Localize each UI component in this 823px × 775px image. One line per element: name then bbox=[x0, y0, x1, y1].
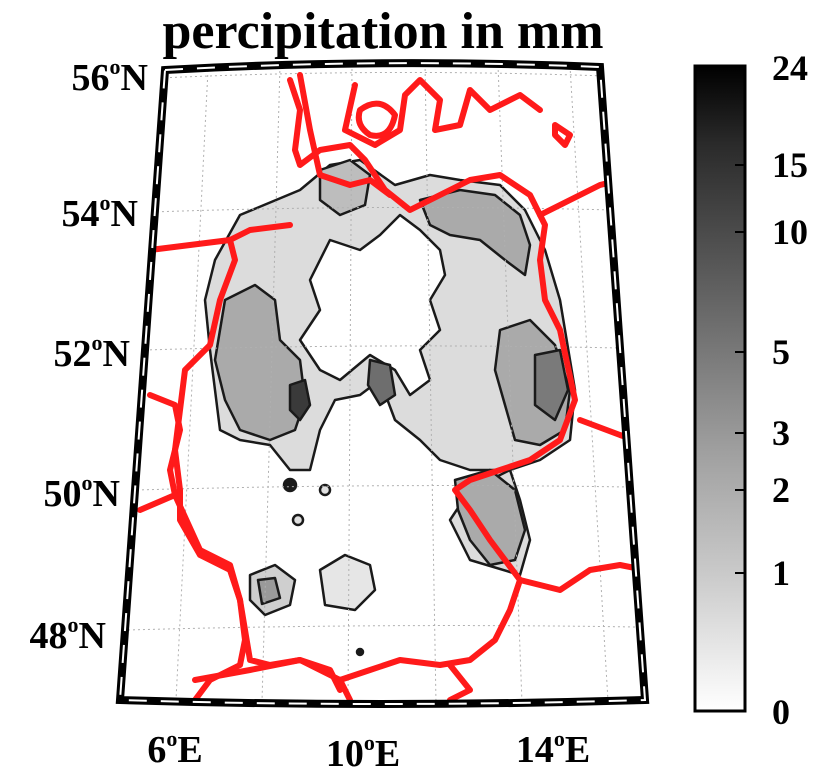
colorbar-label-0: 0 bbox=[772, 692, 790, 732]
colorbar-gradient bbox=[693, 64, 747, 713]
lat-label-50: 50oN bbox=[44, 470, 120, 515]
lon-label-10: 10oE bbox=[326, 730, 400, 775]
colorbar-label-1: 1 bbox=[772, 553, 790, 593]
graticule bbox=[127, 63, 637, 704]
precip-region-mid-north bbox=[318, 158, 372, 217]
precip-high-east bbox=[533, 348, 570, 422]
gridline-lon-12 bbox=[424, 63, 437, 704]
lon-label-14: 14oE bbox=[516, 726, 590, 771]
colorbar-label-3: 3 bbox=[772, 413, 790, 453]
border-north bbox=[297, 72, 393, 198]
map-title: percipitation in mm bbox=[162, 3, 603, 60]
lat-label-56: 56oN bbox=[72, 54, 148, 99]
gridline-lat-56 bbox=[159, 71, 606, 79]
gridline-lon-8 bbox=[261, 65, 281, 703]
lat-label-52: 52oN bbox=[54, 330, 130, 375]
lon-label-6: 6oE bbox=[147, 726, 202, 771]
lat-label-48: 48oN bbox=[30, 612, 106, 657]
precip-region-mid-south bbox=[453, 468, 527, 567]
colorbar-label-15: 15 bbox=[772, 145, 808, 185]
border-denmark bbox=[342, 77, 543, 148]
latitude-labels: 56oN 54oN 52oN 50oN 48oN bbox=[30, 54, 148, 657]
precip-high-center bbox=[366, 358, 397, 407]
border-switzerland bbox=[192, 657, 343, 693]
precipitation-contours bbox=[203, 158, 577, 657]
lat-label-54: 54oN bbox=[62, 190, 138, 235]
gridline-lon-10 bbox=[347, 63, 353, 704]
map-frame bbox=[115, 59, 650, 708]
colorbar-ticks bbox=[735, 65, 745, 712]
border-austria bbox=[517, 562, 645, 593]
gridline-lon-16 bbox=[569, 65, 609, 702]
colorbar-label-2: 2 bbox=[772, 470, 790, 510]
longitude-labels: 6oE 10oE 14oE bbox=[147, 726, 590, 775]
precip-max-west bbox=[288, 378, 312, 422]
colorbar-label-10: 10 bbox=[772, 212, 808, 252]
colorbar: 24 15 10 5 3 2 1 0 bbox=[693, 48, 808, 732]
border-benelux bbox=[147, 237, 233, 253]
colorbar-label-5: 5 bbox=[772, 332, 790, 372]
border-west bbox=[137, 392, 183, 513]
colorbar-label-24: 24 bbox=[772, 48, 808, 88]
gridline-lat-52 bbox=[144, 345, 621, 351]
border-south bbox=[337, 662, 473, 703]
gridline-lon-6 bbox=[175, 69, 209, 701]
map-area bbox=[115, 59, 650, 708]
precip-region-mid-east bbox=[418, 188, 532, 277]
gridline-lon-14 bbox=[497, 64, 523, 704]
